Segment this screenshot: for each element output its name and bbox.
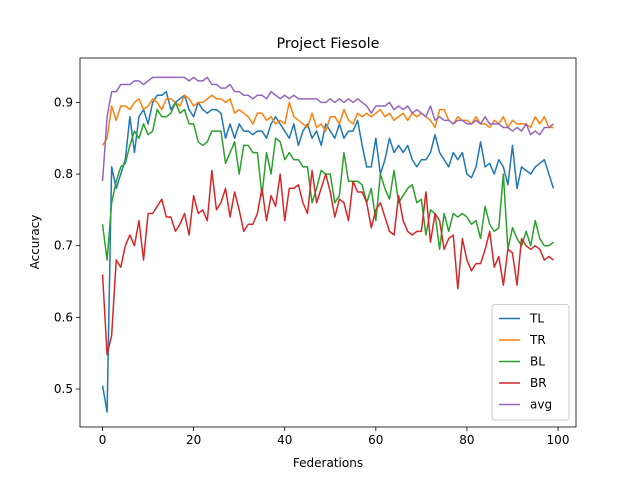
legend-label: BL [530, 355, 545, 369]
data-line [101, 169, 554, 356]
legend-box [491, 304, 570, 421]
x-tick-label: 0 [99, 433, 107, 447]
y-tick-label: 0.6 [54, 310, 73, 324]
x-tick-label: 60 [368, 433, 383, 447]
y-axis-label: Accuracy [28, 215, 42, 270]
x-tick-label: 40 [277, 433, 292, 447]
x-axis-label: Federations [293, 456, 363, 470]
data-line [101, 90, 555, 413]
y-tick-label: 0.8 [54, 167, 73, 181]
data-line [101, 94, 554, 146]
plot-frame [79, 57, 577, 428]
legend-label: avg [530, 398, 552, 412]
data-line [101, 101, 554, 261]
x-tick-label: 80 [459, 433, 474, 447]
legend-label: BR [530, 376, 547, 390]
x-tick-label: 20 [186, 433, 201, 447]
y-tick-label: 0.5 [54, 382, 73, 396]
legend-label: TR [529, 333, 546, 347]
y-tick-label: 0.7 [54, 239, 73, 253]
chart-title: Project Fiesole [276, 36, 379, 52]
x-tick-label: 100 [547, 433, 570, 447]
legend-label: TL [529, 312, 544, 326]
data-line [101, 76, 554, 182]
y-tick-label: 0.9 [54, 95, 73, 109]
